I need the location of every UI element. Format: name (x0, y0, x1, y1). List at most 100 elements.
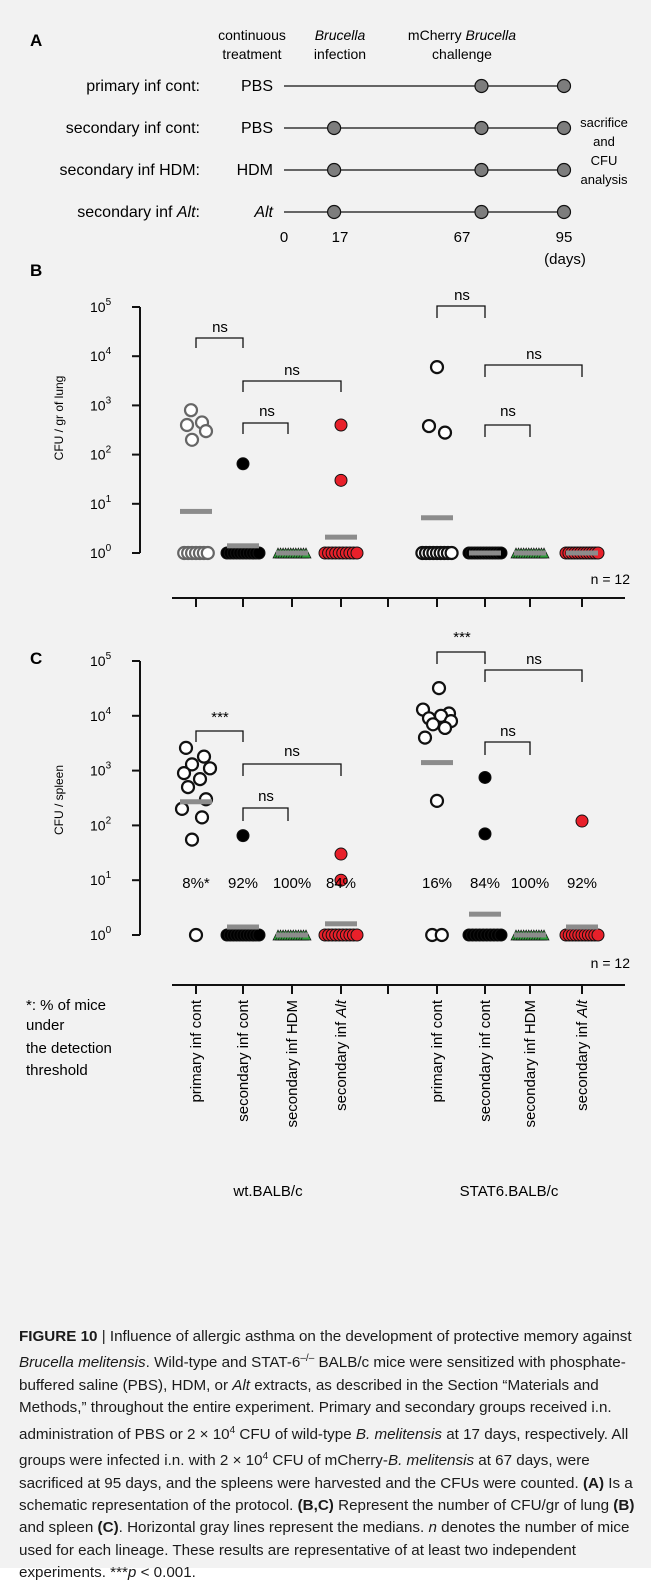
group-label: secondary inf HDM (522, 1000, 539, 1128)
bracket-b-1 (195, 337, 244, 348)
median-line (180, 508, 212, 514)
timeline-mark (327, 120, 342, 136)
y-tick-base: 10 (90, 545, 106, 561)
panel-b-n-label: n = 12 (591, 571, 631, 587)
day-67: 67 (454, 229, 471, 246)
sig-c-1: *** (211, 709, 229, 726)
day-95: 95 (556, 229, 573, 246)
footnote-line-2: under (26, 1017, 64, 1034)
header-infection: infection (314, 46, 366, 62)
group-label: secondary inf Alt (333, 999, 350, 1111)
row-treatment: HDM (237, 162, 273, 179)
strain-stat6: STAT6.BALB/c (460, 1183, 559, 1200)
percent-below-label: 16% (422, 875, 452, 892)
caption-part: BALB/c mice were sensitized with phospha… (19, 1354, 626, 1394)
y-tick-label: 100 (90, 925, 112, 943)
timeline-mark (556, 78, 572, 94)
panel-b-label: B (30, 261, 42, 280)
panel-a-label: A (30, 31, 42, 50)
median-line (421, 515, 453, 521)
data-point (198, 424, 214, 439)
caption-italic: B. melitensis (387, 1452, 475, 1470)
sig-b-6: ns (500, 403, 516, 420)
group-label-text: secondary inf HDM (522, 1000, 539, 1128)
caption-part: at 17 days, respectively. All groups wer… (19, 1425, 629, 1470)
sig-b-4: ns (454, 287, 470, 304)
caption-italic: n (428, 1519, 437, 1537)
figure-svg: A continuous treatment Brucella infectio… (26, 27, 631, 1200)
caption-part: at 67 days, were sacrificed at 95 days, … (19, 1452, 590, 1492)
header-mcherry-plain: mCherry (408, 27, 466, 43)
y-tick-label: 102 (90, 445, 112, 463)
y-tick-exponent: 1 (106, 870, 112, 881)
caption-part: . Horizontal gray lines represent the me… (118, 1519, 429, 1537)
y-tick-label: 104 (90, 346, 112, 364)
header-challenge: challenge (432, 46, 492, 62)
y-tick-base: 10 (90, 447, 106, 463)
data-point (196, 749, 212, 764)
sig-b-3: ns (259, 403, 275, 420)
row-label: primary inf cont: (86, 78, 200, 95)
y-tick-base: 10 (90, 348, 106, 364)
caption-sup: 4 (262, 1451, 269, 1463)
y-tick-exponent: 4 (106, 346, 112, 357)
group-label-text: secondary inf cont (235, 999, 252, 1122)
group-label-text: secondary inf (333, 1018, 350, 1111)
data-point-at-threshold (591, 928, 605, 942)
caption-part: Is a schematic representation of the pro… (19, 1474, 633, 1515)
y-tick-label: 104 (90, 706, 112, 724)
percent-below-label: 100% (273, 875, 311, 892)
median-line (566, 550, 598, 556)
y-tick-base: 10 (90, 653, 106, 669)
sig-b-5: ns (526, 346, 542, 363)
bracket-b-5 (484, 364, 583, 377)
y-tick-exponent: 3 (106, 761, 112, 772)
data-point (429, 360, 445, 375)
timeline-mark (474, 204, 489, 220)
data-point (236, 829, 250, 843)
bracket-c-5 (484, 669, 583, 682)
row-treatment: PBS (241, 78, 273, 95)
y-tick-exponent: 5 (106, 297, 112, 308)
panel-c-ylabel: CFU / spleen (52, 765, 66, 835)
data-point (478, 770, 492, 784)
median-line (514, 932, 546, 938)
sacrifice-note-2: and (593, 134, 615, 149)
y-tick-exponent: 4 (106, 706, 112, 717)
group-label-italic: Alt (333, 999, 350, 1018)
data-point (437, 720, 453, 736)
timeline-mark (556, 162, 572, 178)
data-point (417, 730, 433, 745)
data-point (174, 801, 190, 817)
data-point-at-threshold (252, 546, 266, 560)
header-treatment: treatment (222, 46, 281, 62)
y-tick-exponent: 0 (106, 543, 112, 554)
group-label-text: primary inf cont (429, 999, 446, 1102)
y-tick-base: 10 (90, 299, 106, 315)
data-point (334, 418, 348, 432)
y-tick-exponent: 3 (106, 395, 112, 406)
y-tick-label: 105 (90, 297, 112, 315)
data-point (183, 403, 199, 418)
percent-below-label: 8%* (182, 875, 210, 892)
caption-italic: Alt (232, 1376, 251, 1394)
caption-figure-number: FIGURE 10 (19, 1328, 98, 1345)
data-point-at-threshold (494, 928, 508, 942)
data-point-at-threshold (252, 928, 266, 942)
median-line (421, 760, 453, 766)
figure-caption: FIGURE 10 | Influence of allergic asthma… (19, 1326, 635, 1585)
median-line (276, 932, 308, 938)
median-line (180, 799, 212, 805)
data-point (478, 827, 492, 841)
timeline-mark (556, 120, 572, 136)
caption-bold: (B) (613, 1497, 635, 1515)
row-treatment: Alt (253, 204, 273, 221)
day-17: 17 (332, 229, 349, 246)
sacrifice-note-1: sacrifice (580, 115, 628, 130)
sig-c-2: ns (284, 743, 300, 760)
header-mcherry: mCherry Brucella (408, 27, 516, 43)
data-point (236, 457, 250, 471)
